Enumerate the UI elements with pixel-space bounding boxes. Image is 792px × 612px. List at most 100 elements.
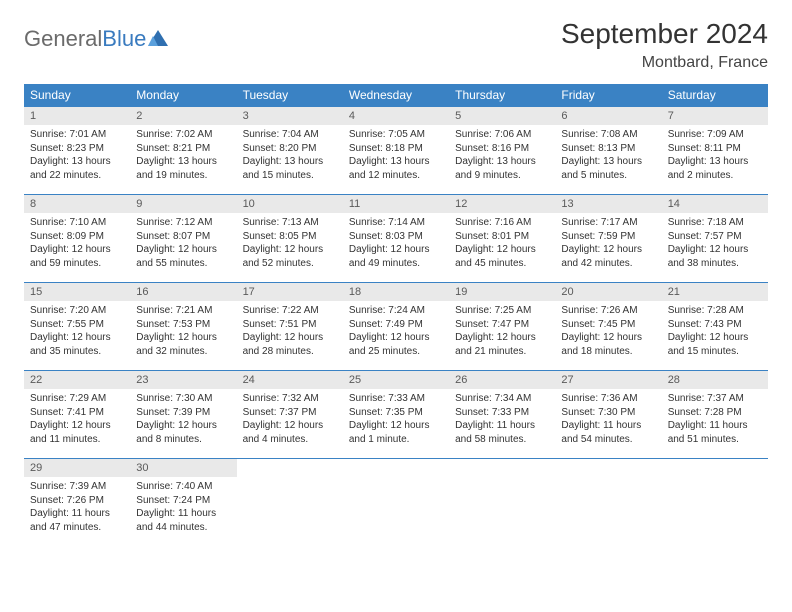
daylight-text: Daylight: 12 hours and 15 minutes.	[668, 331, 762, 358]
daylight-text: Daylight: 12 hours and 25 minutes.	[349, 331, 443, 358]
day-body: Sunrise: 7:28 AMSunset: 7:43 PMDaylight:…	[662, 301, 768, 364]
day-number: 13	[555, 195, 661, 213]
sunrise-text: Sunrise: 7:24 AM	[349, 304, 443, 318]
day-number: 6	[555, 107, 661, 125]
calendar-cell: 2Sunrise: 7:02 AMSunset: 8:21 PMDaylight…	[130, 107, 236, 195]
day-number: 15	[24, 283, 130, 301]
sunrise-text: Sunrise: 7:25 AM	[455, 304, 549, 318]
sunrise-text: Sunrise: 7:33 AM	[349, 392, 443, 406]
calendar-cell: 8Sunrise: 7:10 AMSunset: 8:09 PMDaylight…	[24, 195, 130, 283]
day-body: Sunrise: 7:20 AMSunset: 7:55 PMDaylight:…	[24, 301, 130, 364]
calendar-cell: 10Sunrise: 7:13 AMSunset: 8:05 PMDayligh…	[237, 195, 343, 283]
sunrise-text: Sunrise: 7:29 AM	[30, 392, 124, 406]
daylight-text: Daylight: 12 hours and 35 minutes.	[30, 331, 124, 358]
calendar-cell: 23Sunrise: 7:30 AMSunset: 7:39 PMDayligh…	[130, 371, 236, 459]
sunset-text: Sunset: 8:16 PM	[455, 142, 549, 156]
day-number: 16	[130, 283, 236, 301]
day-number: 26	[449, 371, 555, 389]
month-title: September 2024	[561, 18, 768, 50]
weekday-tuesday: Tuesday	[237, 84, 343, 107]
sunset-text: Sunset: 7:55 PM	[30, 318, 124, 332]
daylight-text: Daylight: 13 hours and 15 minutes.	[243, 155, 337, 182]
sunset-text: Sunset: 7:41 PM	[30, 406, 124, 420]
day-body: Sunrise: 7:01 AMSunset: 8:23 PMDaylight:…	[24, 125, 130, 188]
day-number: 5	[449, 107, 555, 125]
sunrise-text: Sunrise: 7:08 AM	[561, 128, 655, 142]
day-number: 29	[24, 459, 130, 477]
day-number: 7	[662, 107, 768, 125]
daylight-text: Daylight: 12 hours and 8 minutes.	[136, 419, 230, 446]
sunrise-text: Sunrise: 7:01 AM	[30, 128, 124, 142]
day-number: 10	[237, 195, 343, 213]
sunrise-text: Sunrise: 7:12 AM	[136, 216, 230, 230]
day-body: Sunrise: 7:18 AMSunset: 7:57 PMDaylight:…	[662, 213, 768, 276]
logo: GeneralBlue	[24, 18, 170, 52]
calendar-cell-empty	[555, 459, 661, 547]
sunrise-text: Sunrise: 7:37 AM	[668, 392, 762, 406]
sunset-text: Sunset: 7:45 PM	[561, 318, 655, 332]
sunrise-text: Sunrise: 7:14 AM	[349, 216, 443, 230]
sunset-text: Sunset: 8:23 PM	[30, 142, 124, 156]
day-body: Sunrise: 7:16 AMSunset: 8:01 PMDaylight:…	[449, 213, 555, 276]
sunrise-text: Sunrise: 7:32 AM	[243, 392, 337, 406]
calendar-cell: 20Sunrise: 7:26 AMSunset: 7:45 PMDayligh…	[555, 283, 661, 371]
weekday-saturday: Saturday	[662, 84, 768, 107]
calendar-cell: 16Sunrise: 7:21 AMSunset: 7:53 PMDayligh…	[130, 283, 236, 371]
daylight-text: Daylight: 12 hours and 4 minutes.	[243, 419, 337, 446]
sunset-text: Sunset: 7:39 PM	[136, 406, 230, 420]
day-body: Sunrise: 7:36 AMSunset: 7:30 PMDaylight:…	[555, 389, 661, 452]
daylight-text: Daylight: 12 hours and 28 minutes.	[243, 331, 337, 358]
calendar-cell: 15Sunrise: 7:20 AMSunset: 7:55 PMDayligh…	[24, 283, 130, 371]
sunrise-text: Sunrise: 7:10 AM	[30, 216, 124, 230]
calendar-cell: 28Sunrise: 7:37 AMSunset: 7:28 PMDayligh…	[662, 371, 768, 459]
calendar-cell: 27Sunrise: 7:36 AMSunset: 7:30 PMDayligh…	[555, 371, 661, 459]
calendar-row: 8Sunrise: 7:10 AMSunset: 8:09 PMDaylight…	[24, 195, 768, 283]
sunrise-text: Sunrise: 7:39 AM	[30, 480, 124, 494]
daylight-text: Daylight: 13 hours and 2 minutes.	[668, 155, 762, 182]
sunset-text: Sunset: 8:21 PM	[136, 142, 230, 156]
daylight-text: Daylight: 11 hours and 47 minutes.	[30, 507, 124, 534]
sunset-text: Sunset: 8:03 PM	[349, 230, 443, 244]
calendar-cell: 11Sunrise: 7:14 AMSunset: 8:03 PMDayligh…	[343, 195, 449, 283]
sunset-text: Sunset: 7:43 PM	[668, 318, 762, 332]
sunrise-text: Sunrise: 7:36 AM	[561, 392, 655, 406]
calendar-cell: 18Sunrise: 7:24 AMSunset: 7:49 PMDayligh…	[343, 283, 449, 371]
day-body: Sunrise: 7:32 AMSunset: 7:37 PMDaylight:…	[237, 389, 343, 452]
day-body: Sunrise: 7:21 AMSunset: 7:53 PMDaylight:…	[130, 301, 236, 364]
sunrise-text: Sunrise: 7:17 AM	[561, 216, 655, 230]
day-body: Sunrise: 7:37 AMSunset: 7:28 PMDaylight:…	[662, 389, 768, 452]
day-body: Sunrise: 7:12 AMSunset: 8:07 PMDaylight:…	[130, 213, 236, 276]
calendar-body: 1Sunrise: 7:01 AMSunset: 8:23 PMDaylight…	[24, 107, 768, 547]
calendar-cell: 19Sunrise: 7:25 AMSunset: 7:47 PMDayligh…	[449, 283, 555, 371]
calendar-cell: 22Sunrise: 7:29 AMSunset: 7:41 PMDayligh…	[24, 371, 130, 459]
day-number: 12	[449, 195, 555, 213]
day-number: 1	[24, 107, 130, 125]
day-body: Sunrise: 7:30 AMSunset: 7:39 PMDaylight:…	[130, 389, 236, 452]
sunrise-text: Sunrise: 7:30 AM	[136, 392, 230, 406]
daylight-text: Daylight: 13 hours and 9 minutes.	[455, 155, 549, 182]
sunset-text: Sunset: 7:51 PM	[243, 318, 337, 332]
daylight-text: Daylight: 13 hours and 5 minutes.	[561, 155, 655, 182]
day-body: Sunrise: 7:09 AMSunset: 8:11 PMDaylight:…	[662, 125, 768, 188]
calendar-cell: 7Sunrise: 7:09 AMSunset: 8:11 PMDaylight…	[662, 107, 768, 195]
calendar-cell: 13Sunrise: 7:17 AMSunset: 7:59 PMDayligh…	[555, 195, 661, 283]
weekday-sunday: Sunday	[24, 84, 130, 107]
sunset-text: Sunset: 8:11 PM	[668, 142, 762, 156]
day-body: Sunrise: 7:40 AMSunset: 7:24 PMDaylight:…	[130, 477, 236, 540]
calendar-row: 22Sunrise: 7:29 AMSunset: 7:41 PMDayligh…	[24, 371, 768, 459]
day-body: Sunrise: 7:33 AMSunset: 7:35 PMDaylight:…	[343, 389, 449, 452]
daylight-text: Daylight: 12 hours and 32 minutes.	[136, 331, 230, 358]
daylight-text: Daylight: 12 hours and 49 minutes.	[349, 243, 443, 270]
weekday-header-row: Sunday Monday Tuesday Wednesday Thursday…	[24, 84, 768, 107]
calendar-cell: 9Sunrise: 7:12 AMSunset: 8:07 PMDaylight…	[130, 195, 236, 283]
logo-sail-icon	[148, 30, 170, 48]
day-body: Sunrise: 7:02 AMSunset: 8:21 PMDaylight:…	[130, 125, 236, 188]
day-number: 8	[24, 195, 130, 213]
sunrise-text: Sunrise: 7:26 AM	[561, 304, 655, 318]
calendar-row: 15Sunrise: 7:20 AMSunset: 7:55 PMDayligh…	[24, 283, 768, 371]
location: Montbard, France	[561, 54, 768, 72]
sunrise-text: Sunrise: 7:18 AM	[668, 216, 762, 230]
sunset-text: Sunset: 7:53 PM	[136, 318, 230, 332]
sunrise-text: Sunrise: 7:40 AM	[136, 480, 230, 494]
sunset-text: Sunset: 8:05 PM	[243, 230, 337, 244]
